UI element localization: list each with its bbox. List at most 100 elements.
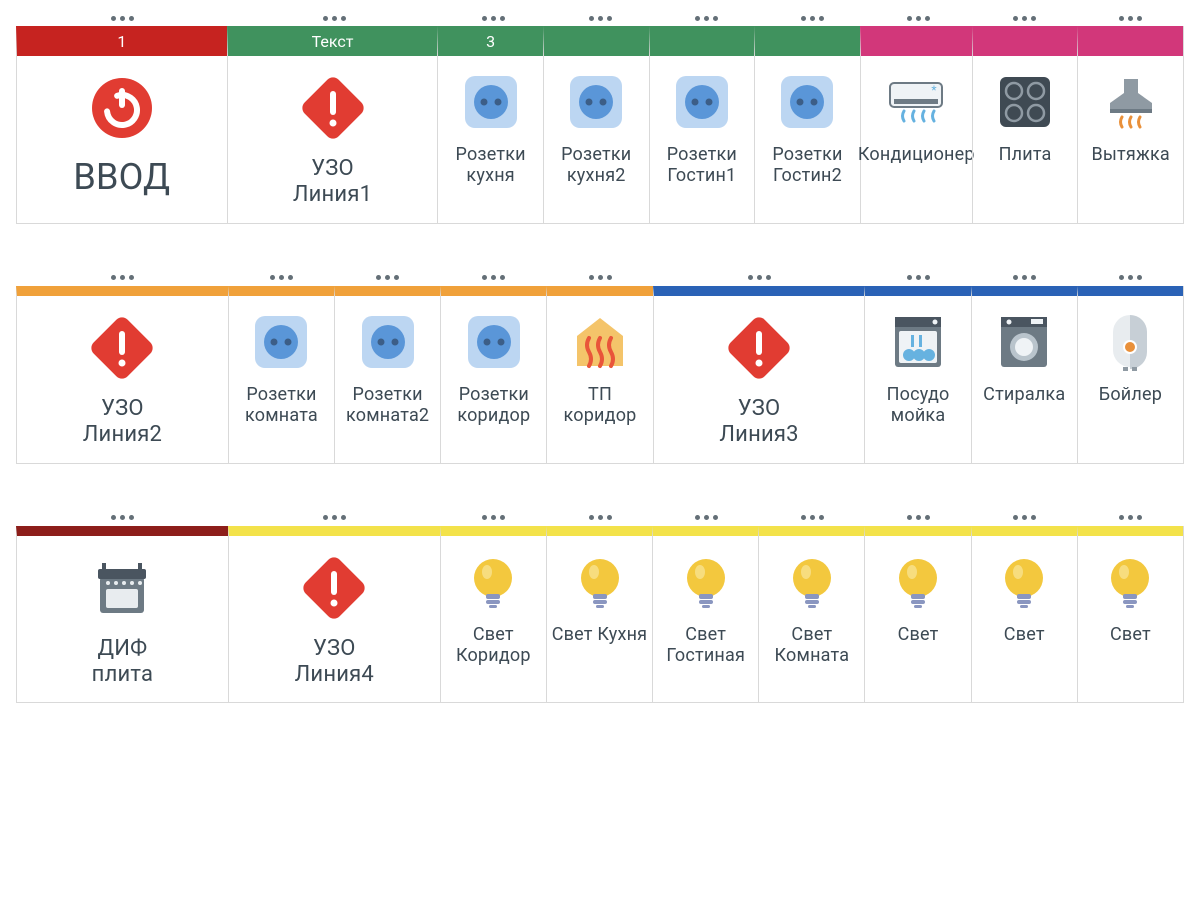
- module-drag-dots[interactable]: [228, 275, 334, 280]
- breaker-module[interactable]: Свет Гостиная: [652, 526, 758, 704]
- socket-icon: [674, 74, 730, 130]
- module-label: Свет: [1110, 624, 1151, 645]
- module-drag-dots[interactable]: [441, 16, 547, 21]
- module-label: Бойлер: [1099, 384, 1162, 405]
- breaker-module[interactable]: * Кондиционер: [860, 26, 972, 224]
- module-bar-text: Текст: [228, 26, 438, 56]
- breaker-module[interactable]: Свет Комната: [758, 526, 864, 704]
- module-label: Розетки коридор: [445, 384, 542, 426]
- module-label: Свет Гостиная: [657, 624, 754, 666]
- module-drag-dots[interactable]: [653, 275, 865, 280]
- breaker-module[interactable]: Свет Кухня: [546, 526, 652, 704]
- module-drag-dots[interactable]: [228, 515, 440, 520]
- socket-icon: [779, 74, 835, 130]
- module-drag-dots[interactable]: [335, 275, 441, 280]
- module-bar-text: 1: [17, 26, 227, 56]
- module-drag-dots[interactable]: [547, 515, 653, 520]
- module-drag-dots[interactable]: [547, 275, 653, 280]
- module-drag-dots[interactable]: [228, 16, 440, 21]
- breaker-module[interactable]: УЗОЛиния2: [16, 286, 228, 464]
- breaker-module[interactable]: Розетки Гостин2: [754, 26, 860, 224]
- module-label: Розетки комната2: [339, 384, 436, 426]
- breaker-module[interactable]: Посудо мойка: [864, 286, 970, 464]
- breaker-module[interactable]: УЗОЛиния4: [228, 526, 440, 704]
- module-drag-dots[interactable]: [441, 515, 547, 520]
- panel-strip: 1 ВВОД Текст УЗОЛиния1 3 Розетки кухня Р…: [16, 26, 1184, 224]
- module-label: УЗОЛиния1: [293, 156, 372, 209]
- breaker-module[interactable]: Стиралка: [971, 286, 1077, 464]
- electrical-panel-diagram: 1 ВВОД Текст УЗОЛиния1 3 Розетки кухня Р…: [16, 10, 1184, 703]
- breaker-module[interactable]: Текст УЗОЛиния1: [227, 26, 438, 224]
- dots-line: [16, 510, 1184, 526]
- socket-icon: [568, 74, 624, 130]
- panel-strip: ДИФплита УЗОЛиния4 Свет Коридор Свет Кух…: [16, 526, 1184, 704]
- module-label: Розетки Гостин2: [759, 144, 856, 186]
- module-label: УЗОЛиния3: [719, 396, 798, 449]
- breaker-module[interactable]: Свет: [864, 526, 970, 704]
- module-drag-dots[interactable]: [653, 16, 759, 21]
- module-drag-dots[interactable]: [441, 275, 547, 280]
- breaker-module[interactable]: УЗОЛиния3: [653, 286, 865, 464]
- rcd-icon: [725, 314, 793, 382]
- module-drag-dots[interactable]: [759, 515, 865, 520]
- heat-icon: [571, 314, 629, 370]
- module-drag-dots[interactable]: [865, 275, 971, 280]
- breaker-module[interactable]: Свет: [1077, 526, 1183, 704]
- module-label: Розетки Гостин1: [654, 144, 751, 186]
- bulb-icon: [679, 554, 733, 610]
- module-drag-dots[interactable]: [972, 16, 1078, 21]
- bulb-icon: [1103, 554, 1157, 610]
- rcd-icon: [300, 554, 368, 622]
- module-label: УЗОЛиния4: [295, 636, 374, 689]
- module-label: УЗОЛиния2: [83, 396, 162, 449]
- module-drag-dots[interactable]: [16, 275, 228, 280]
- module-label: Вытяжка: [1091, 144, 1169, 165]
- module-label: ТП коридор: [551, 384, 648, 426]
- module-drag-dots[interactable]: [16, 515, 228, 520]
- module-label: Плита: [999, 144, 1052, 165]
- breaker-module[interactable]: ДИФплита: [16, 526, 228, 704]
- svg-text:*: *: [932, 83, 937, 97]
- breaker-module[interactable]: Розетки кухня2: [543, 26, 649, 224]
- ac-icon: *: [886, 74, 946, 130]
- power-icon: [90, 74, 154, 142]
- module-drag-dots[interactable]: [759, 16, 865, 21]
- dots-line: [16, 10, 1184, 26]
- cooktop-icon: [996, 74, 1054, 130]
- breaker-module[interactable]: Свет Коридор: [440, 526, 546, 704]
- module-drag-dots[interactable]: [865, 16, 971, 21]
- breaker-module[interactable]: Розетки комната: [228, 286, 334, 464]
- panel-row: 1 ВВОД Текст УЗОЛиния1 3 Розетки кухня Р…: [16, 10, 1184, 224]
- module-label: Свет Коридор: [445, 624, 542, 666]
- hood-icon: [1102, 74, 1160, 130]
- oven-icon: [92, 554, 152, 622]
- module-drag-dots[interactable]: [16, 16, 228, 21]
- breaker-module[interactable]: Вытяжка: [1077, 26, 1183, 224]
- module-drag-dots[interactable]: [1078, 275, 1184, 280]
- breaker-module[interactable]: 3 Розетки кухня: [437, 26, 543, 224]
- module-drag-dots[interactable]: [547, 16, 653, 21]
- module-drag-dots[interactable]: [972, 515, 1078, 520]
- breaker-module[interactable]: Розетки коридор: [440, 286, 546, 464]
- bulb-icon: [466, 554, 520, 610]
- module-drag-dots[interactable]: [972, 275, 1078, 280]
- module-label: ДИФплита: [92, 636, 154, 689]
- module-drag-dots[interactable]: [1078, 16, 1184, 21]
- rcd-icon: [299, 74, 367, 142]
- module-drag-dots[interactable]: [1078, 515, 1184, 520]
- module-drag-dots[interactable]: [865, 515, 971, 520]
- bulb-icon: [573, 554, 627, 610]
- module-label: Свет: [898, 624, 939, 645]
- breaker-module[interactable]: Розетки Гостин1: [649, 26, 755, 224]
- breaker-module[interactable]: Плита: [972, 26, 1078, 224]
- breaker-module[interactable]: 1 ВВОД: [16, 26, 227, 224]
- module-drag-dots[interactable]: [653, 515, 759, 520]
- breaker-module[interactable]: Розетки комната2: [334, 286, 440, 464]
- module-label: Посудо мойка: [869, 384, 966, 426]
- breaker-module[interactable]: ТП коридор: [546, 286, 652, 464]
- breaker-module[interactable]: Бойлер: [1077, 286, 1183, 464]
- breaker-module[interactable]: Свет: [971, 526, 1077, 704]
- dishwasher-icon: [889, 314, 947, 370]
- socket-icon: [463, 74, 519, 130]
- socket-icon: [253, 314, 309, 370]
